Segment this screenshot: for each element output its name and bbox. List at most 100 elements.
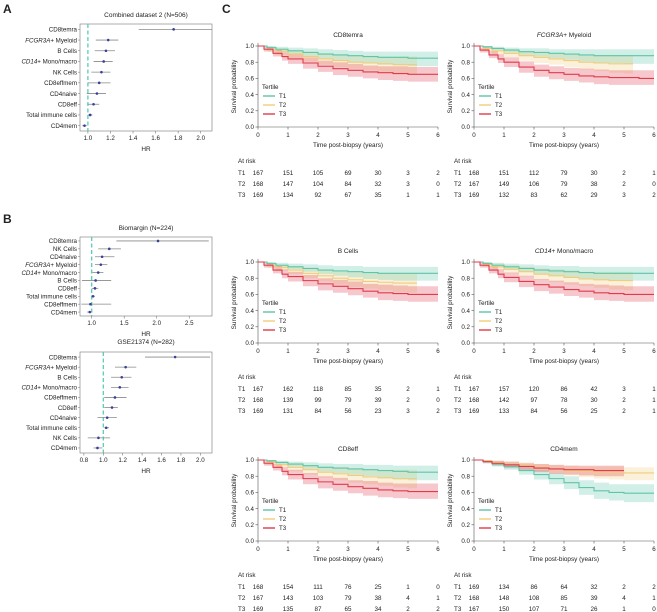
at-risk-count: 2: [436, 408, 440, 415]
at-risk-count: 154: [283, 584, 294, 591]
x-tick-label: 5: [406, 348, 410, 355]
x-tick-label: 4: [376, 348, 380, 355]
y-tick-label: 0.0: [461, 538, 470, 545]
km-plot: FCGR3A+ Myeloid 0.0 0.2 0.4 0.6 0.8 1.0 0 1 2 3 4 5 6…: [447, 32, 656, 199]
hr-point: [99, 263, 103, 266]
at-risk-count: 139: [283, 397, 294, 404]
km-y-label: Survival probability: [231, 59, 238, 113]
y-tick-label: 0.6: [245, 490, 254, 497]
at-risk-count: 111: [313, 584, 323, 591]
at-risk-count: 86: [560, 386, 568, 393]
x-tick-label: 6: [652, 132, 656, 139]
legend-label: T3: [279, 111, 287, 118]
x-tick-label: 5: [406, 132, 410, 139]
at-risk-row-label: T1: [238, 170, 246, 177]
row-label: CD8temra: [49, 238, 78, 245]
at-risk-row-label: T2: [454, 595, 462, 602]
legend-title: Tertile: [478, 300, 495, 307]
at-risk-count: 38: [590, 181, 598, 188]
at-risk-count: 134: [283, 192, 294, 199]
at-risk-count: 62: [560, 192, 568, 199]
y-tick-label: 0.2: [461, 522, 470, 529]
y-tick-label: 1.0: [245, 43, 254, 50]
km-x-label: Time post-biopsy (years): [313, 358, 383, 365]
x-tick-label: 4: [376, 546, 380, 553]
chart-content: Combined dataset 2 (N=506) CD8temra FCGR3A…: [21, 12, 656, 612]
at-risk-count: 84: [344, 181, 352, 188]
hr-point: [96, 446, 99, 450]
at-risk-count: 71: [560, 606, 568, 612]
row-label: CD4naive: [50, 254, 78, 261]
at-risk-count: 30: [374, 170, 382, 177]
y-tick-label: 0.6: [245, 292, 254, 299]
at-risk-count: 1: [436, 192, 440, 199]
at-risk-count: 108: [529, 595, 540, 602]
km-y-label: Survival probability: [231, 473, 238, 527]
at-risk-row-label: T2: [238, 397, 246, 404]
row-label: CD4naive: [50, 415, 78, 422]
at-risk-count: 167: [253, 595, 264, 602]
row-label: CD8temra: [49, 354, 78, 361]
at-risk-row-label: T1: [454, 386, 462, 393]
at-risk-count: 56: [344, 408, 352, 415]
y-tick-label: 0.4: [461, 92, 470, 99]
survival-curve: [258, 459, 417, 480]
legend-label: T1: [279, 93, 287, 100]
hr-point: [172, 28, 175, 31]
km-title: CD14+ Mono/macro: [535, 248, 594, 255]
x-tick-label: 5: [622, 546, 626, 553]
legend-title: Tertile: [262, 498, 279, 505]
x-tick-label: 6: [436, 348, 440, 355]
legend-label: T2: [495, 318, 503, 325]
hr-point: [173, 355, 177, 359]
x-tick-label: 2: [316, 546, 320, 553]
forest-title: GSE21374 (N=282): [117, 339, 174, 346]
at-risk-count: 112: [529, 170, 540, 177]
hr-point: [93, 287, 97, 290]
at-risk-count: 1: [652, 595, 656, 602]
row-label: CD8temra: [49, 27, 78, 34]
at-risk-count: 120: [529, 386, 540, 393]
legend-label: T3: [495, 111, 503, 118]
forest-frame: [79, 236, 213, 317]
hr-point: [120, 375, 124, 379]
legend-label: T1: [495, 507, 503, 514]
km-title: CD4mem: [550, 446, 577, 453]
at-risk-count: 2: [622, 181, 626, 188]
x-tick-label: 5: [406, 546, 410, 553]
hr-point: [113, 396, 117, 399]
x-tick-label: 0.8: [80, 457, 89, 464]
at-risk-count: 168: [253, 181, 264, 188]
at-risk-count: 105: [313, 170, 324, 177]
legend-label: T2: [279, 102, 287, 109]
x-tick-label: 3: [346, 132, 350, 139]
at-risk-label: At risk: [238, 374, 256, 381]
x-tick-label: 1.0: [99, 457, 108, 464]
hr-point: [83, 124, 86, 127]
km-plot: CD14+ Mono/macro 0.0 0.2 0.4 0.6 0.8 1.0 0 1 2 3 4 5…: [447, 248, 656, 415]
at-risk-count: 0: [436, 584, 440, 591]
at-risk-count: 134: [499, 584, 510, 591]
row-label: CD14+ Mono/macro: [21, 59, 77, 66]
at-risk-count: 169: [469, 584, 480, 591]
at-risk-count: 168: [253, 397, 264, 404]
x-tick-label: 1.4: [138, 457, 147, 464]
y-tick-label: 0.2: [461, 108, 470, 115]
forest-title: Combined dataset 2 (N=506): [104, 12, 188, 19]
hr-point: [156, 239, 160, 243]
y-tick-label: 0.2: [461, 324, 470, 331]
hr-point: [88, 310, 92, 314]
panel-label-b: B: [3, 212, 12, 226]
hr-point: [104, 426, 108, 430]
at-risk-count: 142: [499, 397, 510, 404]
x-tick-label: 3: [562, 546, 566, 553]
row-label: B Cells: [57, 374, 77, 381]
y-tick-label: 0.8: [245, 473, 254, 480]
y-tick-label: 0.8: [461, 275, 470, 282]
x-tick-label: 2: [532, 132, 536, 139]
at-risk-row-label: T2: [454, 397, 462, 404]
row-label: FCGR3A+ Myeloid: [25, 37, 77, 44]
at-risk-row-label: T3: [238, 408, 246, 415]
km-title: CD8eff: [338, 446, 358, 453]
